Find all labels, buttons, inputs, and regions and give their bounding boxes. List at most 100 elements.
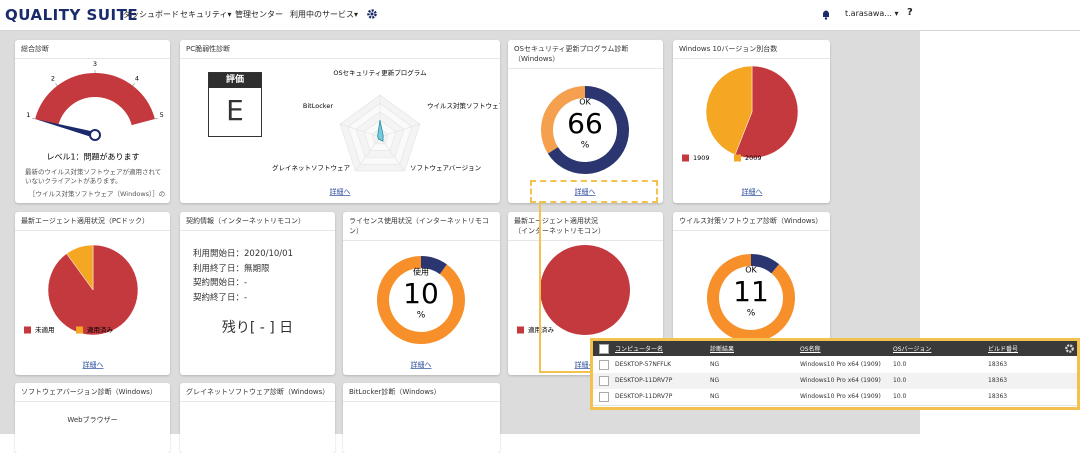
card: BitLocker診断（Windows） xyxy=(343,383,500,453)
legend-label: 2009 xyxy=(745,154,762,162)
card: OSセキュリティ更新プログラム診断（Windows） 詳細へ OK 66% xyxy=(508,40,663,203)
legend-label: 未適用 xyxy=(35,325,55,334)
card-title: ライセンス使用状況（インターネットリモコン） xyxy=(343,212,500,241)
pie-slice xyxy=(705,65,753,156)
column-header[interactable]: OSバージョン xyxy=(893,346,932,353)
column-header[interactable]: 診断結果 xyxy=(710,346,735,353)
nav-item[interactable]: ダッシュボード xyxy=(123,10,179,19)
table-cell: 10.0 xyxy=(893,393,907,400)
radar-label: グレイネットソフトウェア xyxy=(272,163,351,172)
checkbox[interactable] xyxy=(599,376,609,386)
detail-table: コンピューター名 診断結果 OS名称 OSバージョン ビルド番号 DESKTOP-57N… xyxy=(590,338,1080,410)
contract-line: 契約開始日：- xyxy=(193,278,248,288)
legend-swatch xyxy=(734,154,741,162)
axis-label: Webブラウザー xyxy=(67,416,118,424)
settings-icon[interactable] xyxy=(1064,343,1075,354)
radar-area xyxy=(377,120,384,142)
card-title: 最新エージェント適用状況（PCドック） xyxy=(15,212,170,231)
connector xyxy=(539,201,541,373)
contract-line: 利用終了日：無期限 xyxy=(193,263,270,274)
donut-number: 10 xyxy=(403,277,439,310)
column-header[interactable]: ビルド番号 xyxy=(988,346,1019,353)
table-row: DESKTOP-11DRV7P NG Windows10 Pro x64 (1909… xyxy=(593,389,1077,406)
user-menu[interactable]: t.arasawa... ▾ xyxy=(845,9,899,18)
card-title: 契約情報（インターネットリモコン） xyxy=(180,212,335,231)
column-header[interactable]: OS名称 xyxy=(800,346,821,353)
logo[interactable]: QUALITY SUITE xyxy=(5,6,139,24)
gauge-tick-label: 4 xyxy=(135,74,139,82)
pie: 詳細へ 適用済み xyxy=(517,245,630,369)
gauge-tick xyxy=(132,83,135,86)
gauge-needle xyxy=(35,118,96,138)
contract-lines: 利用開始日：2020/10/01 利用終了日：無期限 契約開始日：- 契約終了日：- xyxy=(193,247,293,305)
radar-label: ウイルス対策ソフトウェア xyxy=(427,101,500,110)
table-cell: Windows10 Pro x64 (1909) xyxy=(800,393,881,400)
table-row: DESKTOP-57NFFLK NG Windows10 Pro x64 (1909… xyxy=(593,357,1077,374)
card: グレイネットソフトウェア診断（Windows） xyxy=(180,383,335,453)
pie-slice xyxy=(540,245,630,335)
pie: 詳細へ 1909 2009 xyxy=(682,65,799,196)
donut-value xyxy=(750,254,780,274)
nav-item[interactable]: 管理センター xyxy=(235,10,283,19)
pie-slice xyxy=(734,65,799,159)
donut-unit: % xyxy=(581,141,590,151)
donut-status: 使用 xyxy=(413,267,429,277)
radar-label: OSセキュリティ更新プログラム xyxy=(333,68,427,77)
legend-label: 適用済み xyxy=(87,325,114,334)
card: ソフトウェアバージョン診断（Windows） Webブラウザー xyxy=(15,383,170,453)
radar-label: ソフトウェアバージョン xyxy=(410,164,481,172)
contract-line: 利用開始日：2020/10/01 xyxy=(193,249,293,259)
bell-icon[interactable] xyxy=(821,8,831,20)
column-header[interactable]: コンピューター名 xyxy=(615,346,664,353)
card: ライセンス使用状況（インターネットリモコン） 詳細へ 使用 10% xyxy=(343,212,500,375)
table-cell: 18363 xyxy=(988,377,1008,384)
card-title: PC脆弱性診断 xyxy=(180,40,500,59)
card-title: ウイルス対策ソフトウェア診断（Windows） xyxy=(673,212,830,231)
card: Windows 10バージョン別台数 詳細へ 1909 2009 xyxy=(673,40,830,203)
detail-link[interactable]: 詳細へ xyxy=(411,360,432,369)
checkbox[interactable] xyxy=(599,360,609,370)
card-title: ソフトウェアバージョン診断（Windows） xyxy=(15,383,170,402)
gauge-tick xyxy=(55,83,58,86)
legend-swatch xyxy=(76,326,83,334)
gauge: レベル1：問題があります 1 2 3 4 5 xyxy=(26,60,163,162)
detail: ［ウイルス対策ソフトウェア（Windows）］の xyxy=(29,190,166,198)
donut-rest xyxy=(541,86,586,154)
pie: 詳細へ 未適用 適用済み xyxy=(24,244,139,369)
nav-item[interactable]: セキュリティ▾ xyxy=(180,10,232,19)
gauge-band xyxy=(35,73,155,126)
table-cell: DESKTOP-11DRV7P xyxy=(615,377,673,384)
header: QUALITY SUITE ダッシュボード セキュリティ▾ 管理センター 利用中… xyxy=(0,0,1080,31)
radar-axis xyxy=(339,123,381,138)
detail-link[interactable]: 詳細へ xyxy=(330,187,351,196)
checkbox[interactable] xyxy=(599,344,609,354)
detail-link[interactable]: 詳細へ xyxy=(742,187,763,196)
contract-line: 契約終了日：- xyxy=(193,292,248,303)
nav-item[interactable]: 利用中のサービス▾ xyxy=(290,10,359,19)
detail-link[interactable]: 詳細へ xyxy=(575,360,596,369)
help[interactable]: ? xyxy=(907,7,913,18)
donut-status: OK xyxy=(745,266,757,275)
gauge-tick-label: 1 xyxy=(26,111,30,119)
legend-swatch xyxy=(24,326,31,334)
radar-axis xyxy=(355,136,381,172)
detail-link[interactable]: 詳細へ xyxy=(575,187,596,196)
table-cell: 10.0 xyxy=(893,377,907,384)
card: 最新エージェント適用状況（PCドック） 詳細へ 未適用 適用済み xyxy=(15,212,170,375)
detail-link[interactable]: 詳細へ xyxy=(83,360,104,369)
checkbox[interactable] xyxy=(599,392,609,402)
page: { "header":{"logo":"QUALITY SUITE","nav"… xyxy=(0,0,1080,434)
table-cell: NG xyxy=(710,361,720,368)
table-cell: Windows10 Pro x64 (1909) xyxy=(800,361,881,368)
settings-icon[interactable] xyxy=(366,8,378,20)
table-row: DESKTOP-11DRV7P NG Windows10 Pro x64 (1909… xyxy=(593,373,1077,390)
grade-box: 評価 E xyxy=(208,72,262,137)
table-cell: 10.0 xyxy=(893,361,907,368)
card-title: 最新エージェント適用状況 （インターネットリモコン） xyxy=(508,212,663,241)
card-title: BitLocker診断（Windows） xyxy=(343,383,500,402)
grade: E xyxy=(226,94,244,127)
status: レベル1：問題があります xyxy=(46,152,139,162)
gauge-hub xyxy=(89,129,101,141)
